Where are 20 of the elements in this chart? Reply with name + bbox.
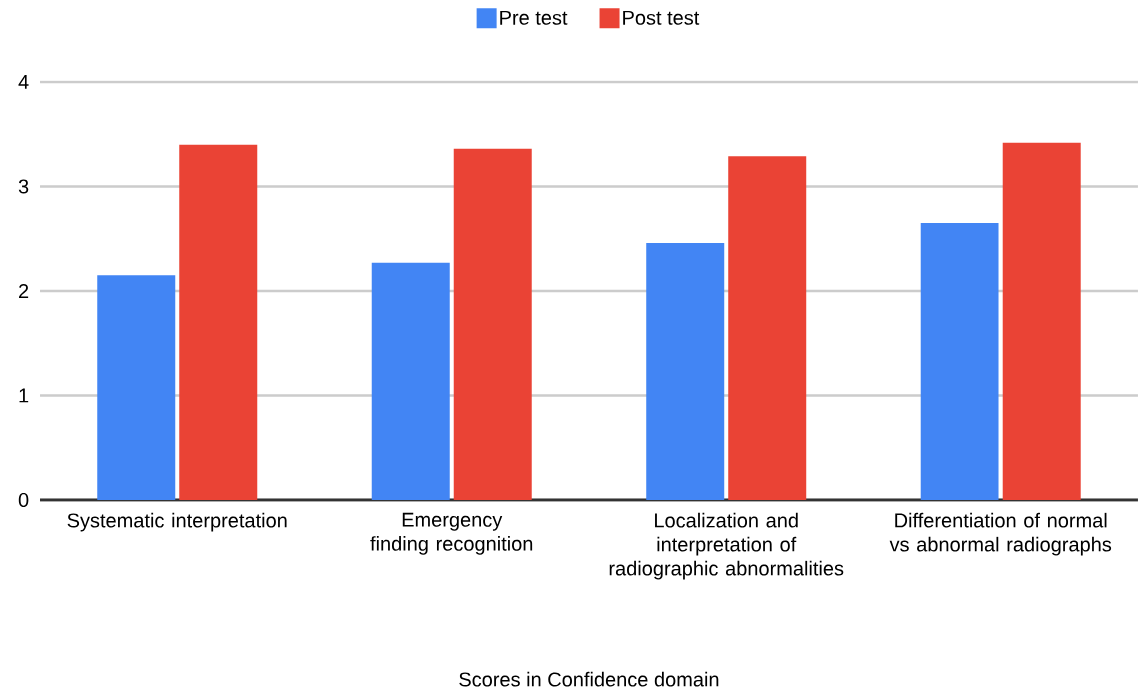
y-tick-label: 4 [18, 75, 29, 89]
bar [1002, 142, 1081, 500]
bar [728, 156, 807, 500]
bar [646, 242, 725, 500]
x-axis-title: Scores in Confidence domain [459, 671, 719, 687]
bar [179, 144, 258, 500]
legend-label: Post test [623, 10, 700, 25]
bar [920, 223, 999, 500]
y-tick-label: 3 [18, 179, 29, 194]
bar [97, 275, 176, 500]
x-tick-label: Differentiation of normal vs abnormal radiographs [889, 512, 1112, 556]
bar [371, 262, 450, 500]
y-tick-label: 0 [18, 492, 29, 508]
y-tick-label: 1 [19, 388, 29, 403]
bar [453, 148, 532, 500]
y-tick-label: 2 [19, 284, 29, 298]
legend-label: Pre test [500, 10, 568, 25]
x-tick-label: Localization and interpretation of radiographic abnormalities [609, 512, 844, 580]
x-tick-label: Emergency finding recognition [370, 512, 533, 555]
x-tick-label: Systematic interpretation [67, 512, 287, 532]
